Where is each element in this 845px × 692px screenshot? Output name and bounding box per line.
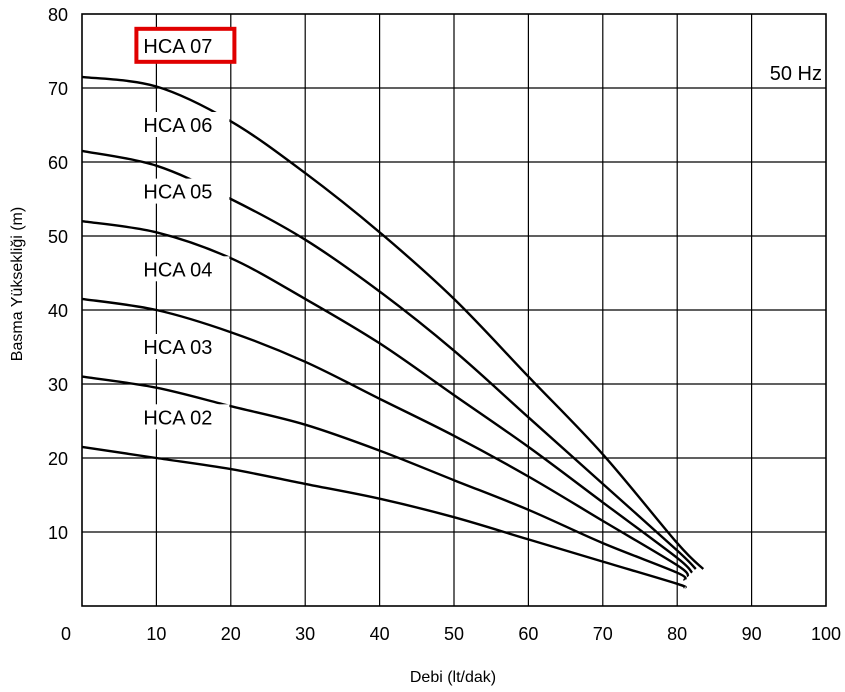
series-label: HCA 03 [143,337,212,359]
y-tick-label: 20 [48,449,68,469]
x-tick-label: 30 [295,624,315,644]
y-tick-label: 10 [48,523,68,543]
plot-frame [81,13,827,607]
series-line [81,297,690,578]
y-tick-label: 80 [48,5,68,25]
x-tick-label: 90 [742,624,762,644]
x-tick-label: 80 [667,624,687,644]
y-tick-label: 40 [48,301,68,321]
x-tick-label: 50 [444,624,464,644]
y-tick-label: 60 [48,153,68,173]
series-label: HCA 05 [143,182,212,204]
series-label-background [141,178,230,204]
series-line [81,220,693,574]
performance-curves [81,75,705,589]
series-line [81,75,705,570]
x-tick-label: 20 [221,624,241,644]
x-tick-label: 60 [518,624,538,644]
series-labels: HCA 07 HCA 06 HCA 05 HCA 04 HCA 03 HCA 02 [134,26,237,430]
y-tick-label: 70 [48,79,68,99]
y-axis-title: Basma Yüksekliği (m) [9,207,26,361]
x-tick-label: 10 [146,624,166,644]
highlight-box [134,26,237,64]
series-line [81,375,687,581]
series-label-background [141,256,230,282]
x-tick-label: 40 [370,624,390,644]
grid [82,14,826,606]
frequency-annotation: 50 Hz [770,63,822,85]
y-axis-ticks: 10 20 30 40 50 60 70 80 [48,5,68,543]
x-tick-label: 100 [811,624,841,644]
series-label-background [141,334,230,359]
plot-border [81,13,827,607]
x-tick-label: 70 [593,624,613,644]
series-line [81,445,687,589]
series-label-background [141,112,230,137]
y-tick-label: 50 [48,227,68,247]
y-tick-label: 30 [48,375,68,395]
series-line [81,149,697,570]
series-label: HCA 06 [143,115,212,137]
series-label-background [141,404,230,430]
series-label: HCA 04 [143,259,212,281]
x-axis-ticks: 0 10 20 30 40 50 60 70 80 90 100 [61,624,841,644]
series-label: HCA 07 [143,36,212,58]
series-label: HCA 02 [143,407,212,429]
x-axis-title: Debi (lt/dak) [410,669,496,686]
x-tick-label: 0 [61,624,71,644]
